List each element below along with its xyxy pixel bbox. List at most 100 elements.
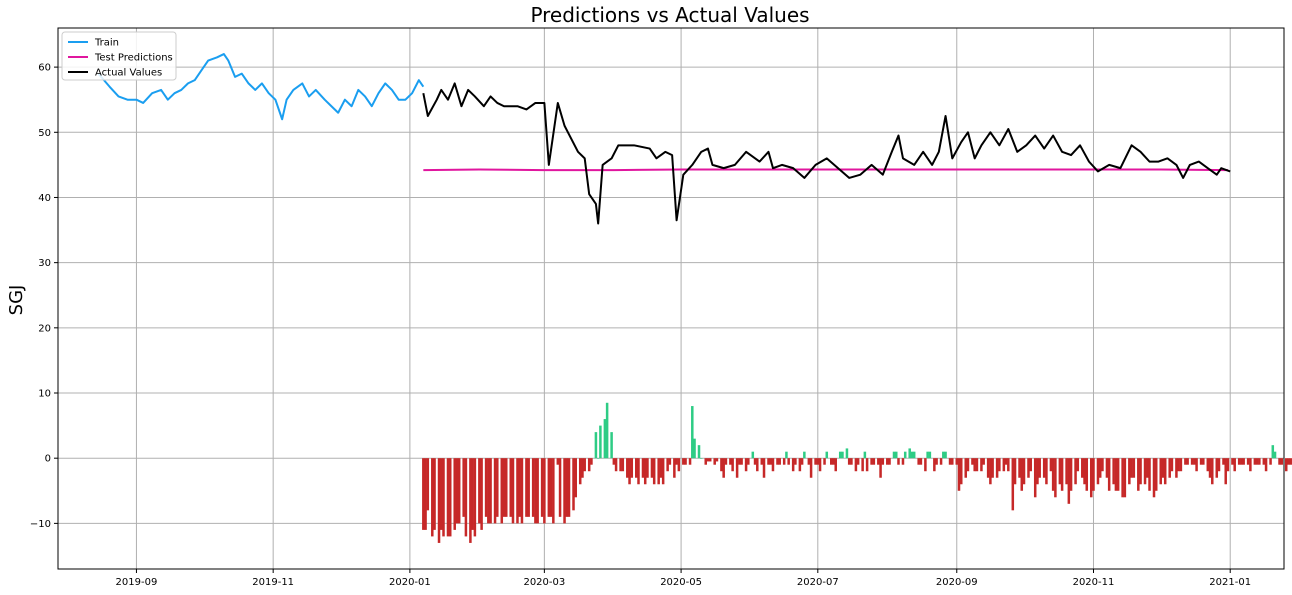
legend-box bbox=[61, 31, 177, 81]
residual-bar bbox=[951, 458, 954, 465]
residual-bar bbox=[933, 458, 936, 472]
residual-bar bbox=[426, 458, 430, 511]
residual-bar bbox=[1076, 458, 1080, 472]
residual-bar bbox=[760, 458, 764, 465]
residual-bar bbox=[838, 451, 842, 459]
residual-bar bbox=[677, 458, 681, 472]
residual-bar bbox=[635, 458, 638, 478]
residual-bar bbox=[603, 419, 607, 459]
residual-bar bbox=[1121, 458, 1124, 498]
residual-bar bbox=[1284, 458, 1288, 472]
residual-bar bbox=[1018, 458, 1021, 478]
y-tick-label: 30 bbox=[38, 258, 51, 269]
residual-bar bbox=[520, 458, 524, 524]
residual-bar bbox=[756, 458, 759, 472]
residual-bar bbox=[778, 458, 781, 465]
legend-label-test-predictions: Test Predictions bbox=[94, 53, 173, 64]
residual-bar bbox=[691, 406, 694, 459]
residual-bar bbox=[455, 458, 459, 524]
residual-bar bbox=[892, 451, 896, 459]
residual-bar bbox=[540, 458, 544, 517]
residual-bar bbox=[1249, 458, 1252, 472]
residual-bar bbox=[594, 432, 598, 459]
residual-bar bbox=[547, 458, 551, 517]
residual-bar bbox=[989, 458, 992, 485]
residual-bar bbox=[722, 458, 725, 478]
residual-bar bbox=[747, 458, 750, 465]
x-tick-label: 2021-01 bbox=[1209, 577, 1251, 588]
x-tick-label: 2020-03 bbox=[523, 577, 565, 588]
residual-bar bbox=[731, 458, 734, 472]
legend-label-train: Train bbox=[94, 38, 119, 49]
residual-bar bbox=[895, 451, 898, 459]
residual-bar bbox=[437, 458, 441, 543]
residual-bar bbox=[431, 458, 434, 537]
residual-bar bbox=[751, 451, 755, 459]
residual-bar bbox=[814, 458, 817, 465]
residual-bar bbox=[1007, 458, 1010, 472]
residual-bar bbox=[1074, 458, 1077, 485]
residual-bar bbox=[995, 458, 999, 478]
residual-bar bbox=[1060, 458, 1064, 491]
residual-bar bbox=[1083, 458, 1086, 485]
residual-bar bbox=[939, 458, 943, 465]
residual-bar bbox=[713, 458, 716, 465]
residual-bar bbox=[886, 458, 889, 465]
residual-bar bbox=[738, 458, 741, 465]
residual-bar bbox=[986, 458, 990, 478]
residual-bar bbox=[908, 448, 911, 459]
residual-bar bbox=[1206, 458, 1210, 472]
residual-bar bbox=[794, 458, 797, 465]
residual-bar bbox=[1067, 458, 1071, 504]
residual-bar bbox=[1143, 458, 1147, 485]
residual-bar bbox=[966, 458, 970, 472]
residual-bar bbox=[791, 458, 795, 472]
residual-bar bbox=[469, 458, 472, 543]
residual-bar bbox=[572, 458, 575, 511]
residual-bar bbox=[583, 458, 586, 472]
x-tick-label: 2020-09 bbox=[936, 577, 978, 588]
residual-bar bbox=[1255, 458, 1259, 465]
x-tick-label: 2020-05 bbox=[660, 577, 702, 588]
residual-bar bbox=[1237, 458, 1241, 465]
residual-bar bbox=[944, 451, 947, 459]
residual-bar bbox=[1154, 458, 1158, 491]
residual-bar bbox=[543, 458, 546, 524]
residual-bar bbox=[453, 458, 456, 530]
residual-bar bbox=[715, 458, 719, 462]
residual-bar bbox=[596, 458, 600, 459]
residual-bar bbox=[1222, 458, 1225, 465]
residual-bar bbox=[803, 451, 806, 459]
residual-bar bbox=[897, 458, 900, 465]
residual-bar bbox=[816, 458, 820, 465]
residual-bar bbox=[511, 458, 515, 524]
residual-bar bbox=[928, 451, 932, 459]
residual-bar bbox=[964, 458, 967, 478]
residual-bar bbox=[841, 451, 844, 459]
residual-bar bbox=[1096, 458, 1100, 485]
residual-bar bbox=[776, 458, 779, 465]
residual-bar bbox=[1168, 458, 1171, 478]
residual-bar bbox=[1231, 458, 1234, 465]
residual-bar bbox=[1054, 458, 1057, 498]
residual-bar bbox=[563, 458, 566, 524]
residual-bar bbox=[556, 458, 560, 465]
residual-bar bbox=[1190, 458, 1194, 465]
residual-bar bbox=[1253, 458, 1257, 465]
residual-bar bbox=[1146, 458, 1149, 478]
residual-bar bbox=[1193, 458, 1196, 465]
residual-bar bbox=[448, 458, 452, 537]
residual-bar bbox=[912, 451, 916, 459]
residual-bar bbox=[1116, 458, 1120, 491]
residual-bar bbox=[769, 458, 772, 465]
residual-bar bbox=[809, 458, 813, 478]
residual-bar bbox=[787, 458, 790, 465]
residual-bar bbox=[1069, 458, 1073, 491]
residual-bar bbox=[471, 458, 474, 530]
residual-bar bbox=[1027, 458, 1030, 478]
residual-bar bbox=[666, 458, 669, 472]
residual-bar bbox=[872, 458, 876, 465]
residual-bar bbox=[599, 425, 602, 459]
residual-bar bbox=[1098, 458, 1102, 478]
